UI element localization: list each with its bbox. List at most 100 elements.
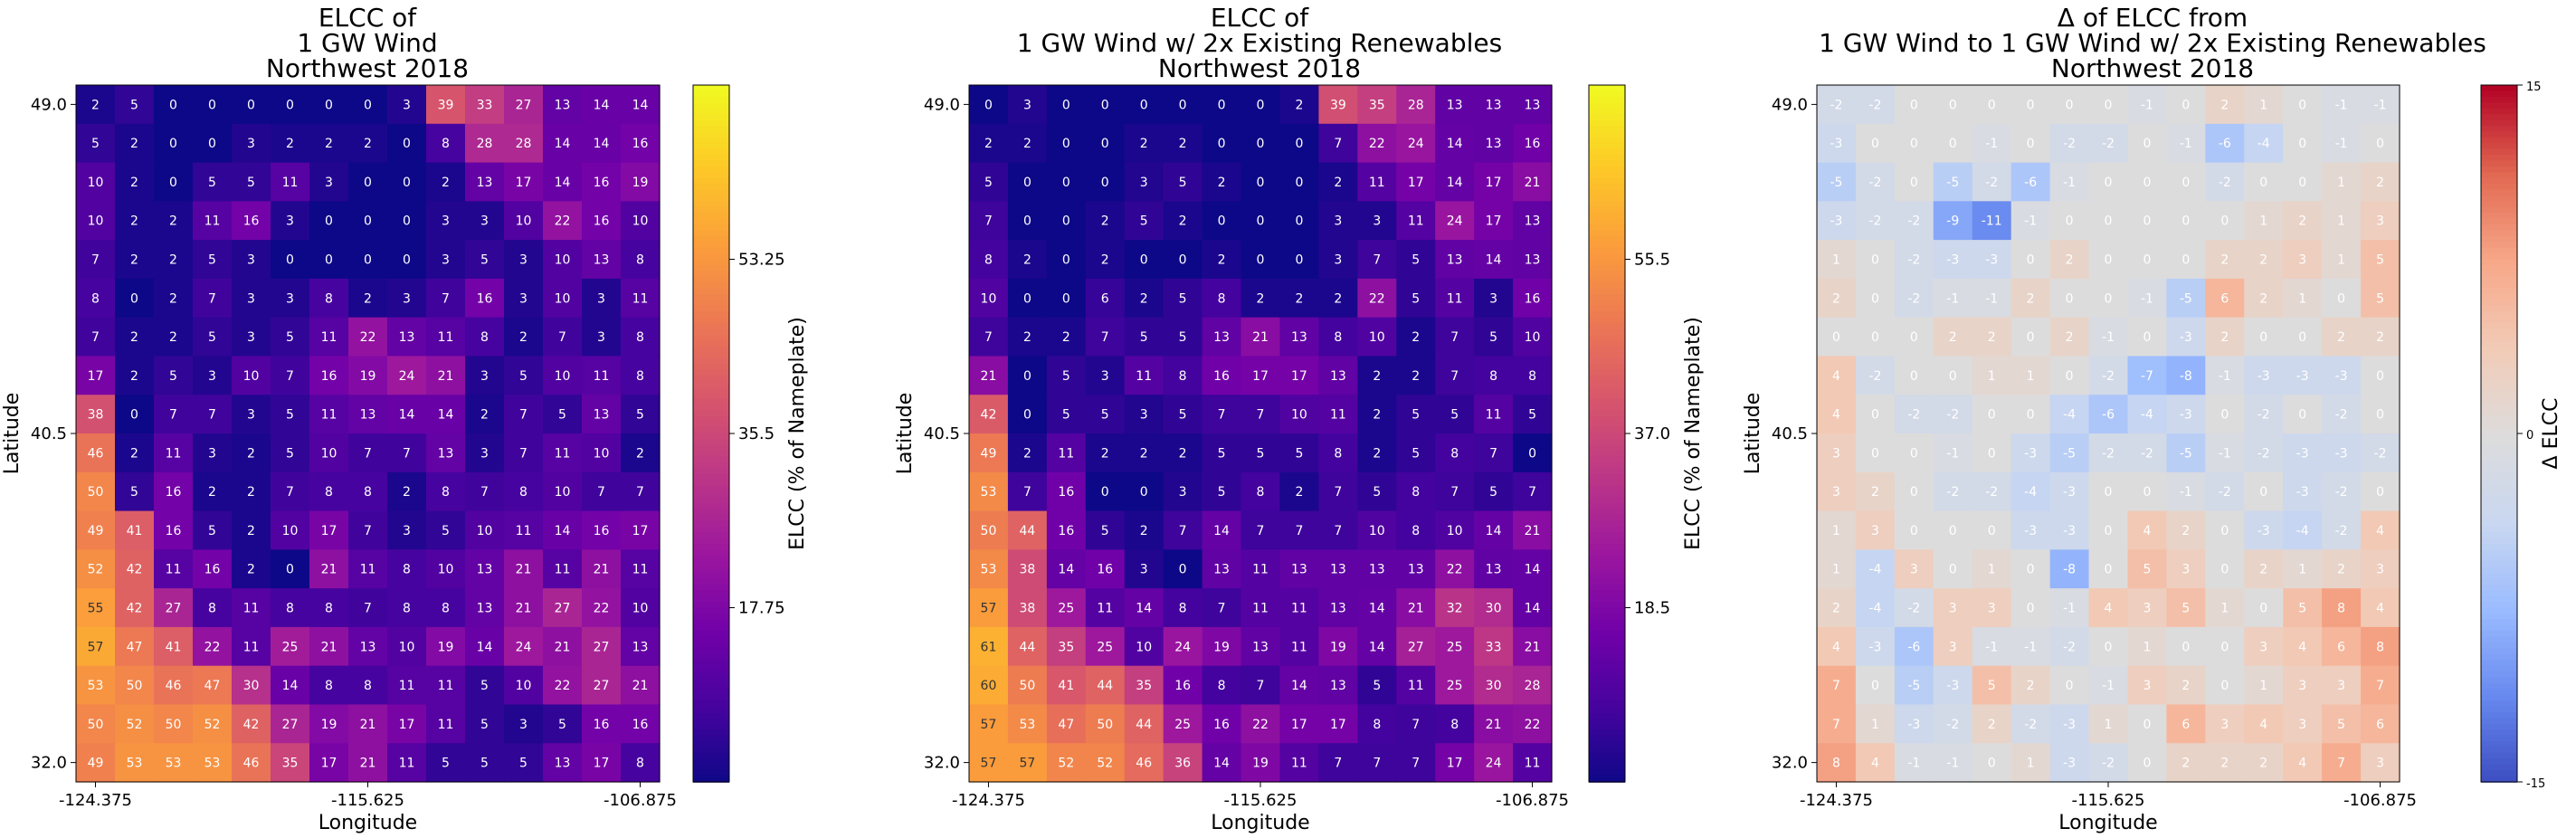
heatmap-cell xyxy=(1855,549,1896,589)
cell-value-label: 5 xyxy=(1412,291,1420,306)
cell-value-label: -5 xyxy=(1907,679,1920,693)
cell-value-label: 1 xyxy=(2337,176,2345,190)
colorbar-segment xyxy=(2481,503,2517,510)
cell-value-label: 2 xyxy=(286,137,294,151)
cell-value-label: 30 xyxy=(243,679,260,693)
heatmap-cell xyxy=(969,704,1009,744)
heatmap-cell xyxy=(465,162,505,202)
cell-value-label: 2 xyxy=(2259,291,2267,306)
heatmap-cell xyxy=(2244,317,2284,357)
colorbar-segment xyxy=(693,653,729,662)
heatmap-cell xyxy=(969,240,1009,280)
cell-value-label: 46 xyxy=(88,446,104,461)
colorbar-segment xyxy=(2481,491,2517,499)
heatmap-cell xyxy=(115,240,155,280)
heatmap-cell xyxy=(2049,395,2090,434)
heatmap-cell xyxy=(154,162,194,202)
y-tick-label: 32.0 xyxy=(924,754,960,773)
heatmap-cell xyxy=(115,201,155,241)
cell-value-label: 2 xyxy=(1412,369,1420,384)
colorbar-segment xyxy=(693,206,729,214)
cell-value-label: 5 xyxy=(1528,408,1536,423)
heatmap-cell xyxy=(582,549,622,589)
colorbar-segment xyxy=(2481,119,2517,127)
panel-2-title-line-2: 1 GW Wind w/ 2x Existing Renewables xyxy=(1017,28,1502,58)
heatmap-cell xyxy=(1513,704,1553,744)
colorbar-segment xyxy=(693,148,729,156)
heatmap-cell xyxy=(115,665,155,706)
cell-value-label: 2 xyxy=(2337,563,2345,577)
cell-value-label: 0 xyxy=(1101,98,1109,112)
cell-value-label: 0 xyxy=(130,291,138,306)
cell-value-label: 2 xyxy=(1832,291,1840,306)
heatmap-cell xyxy=(2166,510,2206,550)
heatmap-cell xyxy=(1396,588,1436,628)
colorbar-segment xyxy=(1589,497,1625,504)
heatmap-cell xyxy=(2283,356,2323,395)
cell-value-label: 57 xyxy=(981,602,997,616)
colorbar-segment xyxy=(1589,480,1625,487)
heatmap-cell xyxy=(309,201,349,241)
cell-value-label: 8 xyxy=(286,602,294,616)
cell-value-label: 2 xyxy=(636,446,644,461)
heatmap-cell xyxy=(1046,356,1087,395)
cell-value-label: 2 xyxy=(1023,253,1031,268)
cell-value-label: 24 xyxy=(1408,137,1424,151)
heatmap-cell xyxy=(271,356,310,395)
heatmap-cell xyxy=(1279,471,1319,512)
colorbar-segment xyxy=(1589,201,1625,208)
heatmap-cell xyxy=(1279,317,1319,357)
cell-value-label: 0 xyxy=(1832,330,1840,345)
colorbar-segment xyxy=(693,155,729,162)
cell-value-label: 3 xyxy=(325,176,333,190)
cell-value-label: 41 xyxy=(166,640,182,654)
colorbar-tick-label: 37.0 xyxy=(1634,424,1670,443)
heatmap-cell xyxy=(193,433,233,473)
heatmap-cell xyxy=(969,317,1009,357)
cell-value-label: 5 xyxy=(2182,602,2190,616)
cell-value-label: 19 xyxy=(1252,757,1269,771)
cell-value-label: 2 xyxy=(2066,253,2074,268)
y-tick-label: 49.0 xyxy=(31,95,67,114)
cell-value-label: 8 xyxy=(636,369,644,384)
cell-value-label: 11 xyxy=(1369,176,1385,190)
heatmap-cell xyxy=(1357,395,1397,434)
heatmap-cell xyxy=(1007,123,1048,164)
cell-value-label: 3 xyxy=(403,291,411,306)
colorbar-segment xyxy=(1589,148,1625,156)
heatmap-cell xyxy=(2205,201,2245,241)
cell-value-label: 7 xyxy=(1295,524,1303,538)
colorbar-segment xyxy=(693,276,729,283)
colorbar-segment xyxy=(693,689,729,696)
heatmap-cell xyxy=(348,278,388,319)
heatmap-cell xyxy=(1894,510,1934,550)
heatmap-cell xyxy=(1894,356,1934,395)
heatmap-cell xyxy=(2088,356,2129,395)
heatmap-cell xyxy=(2322,162,2362,202)
colorbar-segment xyxy=(693,311,729,319)
colorbar-segment xyxy=(693,584,729,592)
cell-value-label: 3 xyxy=(2298,679,2306,693)
heatmap-cell xyxy=(193,356,233,395)
cell-value-label: 17 xyxy=(1291,369,1307,384)
heatmap-cell xyxy=(2361,626,2400,667)
cell-value-label: 0 xyxy=(1257,137,1265,151)
heatmap-cell xyxy=(1972,588,2012,628)
cell-value-label: 0 xyxy=(2220,679,2229,693)
heatmap-cell xyxy=(387,240,427,280)
colorbar-segment xyxy=(2481,770,2517,777)
cell-value-label: 7 xyxy=(364,446,372,461)
cell-value-label: 8 xyxy=(1489,369,1497,384)
heatmap-cell xyxy=(1007,510,1048,550)
x-tick-label: -106.875 xyxy=(1496,791,1569,810)
heatmap-cell xyxy=(2283,395,2323,434)
cell-value-label: 3 xyxy=(208,446,216,461)
heatmap-cell xyxy=(1163,356,1203,395)
panel-1-axes: -124.375 -115.625 -106.87549.040.532.0Long… xyxy=(1,95,677,834)
cell-value-label: 2 xyxy=(403,485,411,500)
cell-value-label: 3 xyxy=(597,330,605,345)
heatmap-cell xyxy=(76,356,116,395)
cell-value-label: 1 xyxy=(2337,253,2345,268)
colorbar-segment xyxy=(2481,102,2517,110)
cell-value-label: 5 xyxy=(1179,176,1187,190)
